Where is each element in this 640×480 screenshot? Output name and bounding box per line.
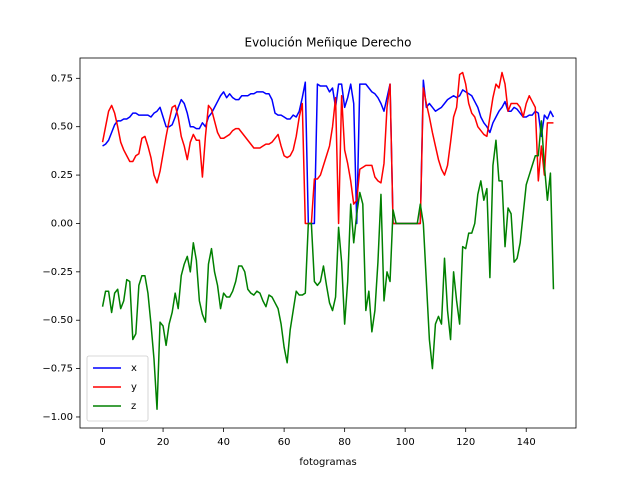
legend-label: y	[131, 382, 137, 393]
y-tick-label: 0.00	[51, 218, 73, 229]
series-line	[101, 71, 554, 225]
y-tick-label: 0.75	[51, 73, 73, 84]
x-tick-label: 140	[517, 437, 536, 448]
series-line	[102, 79, 555, 225]
y-tick-label: 0.25	[51, 170, 73, 181]
x-tick-label: 40	[217, 437, 230, 448]
plot-frame	[79, 57, 577, 429]
x-tick-label: 60	[278, 437, 291, 448]
x-tick-label: 0	[99, 437, 105, 448]
series-line	[101, 120, 555, 410]
y-tick-label: 0.50	[51, 122, 73, 133]
x-tick-label: 100	[396, 437, 415, 448]
y-tick-label: −1.00	[42, 412, 73, 423]
x-tick-label: 120	[456, 437, 475, 448]
x-tick-label: 80	[338, 437, 351, 448]
x-tick-label: 20	[157, 437, 170, 448]
x-axis-label: fotogramas	[299, 457, 356, 468]
legend-label: z	[131, 401, 136, 412]
y-tick-label: −0.25	[42, 267, 73, 278]
legend-box	[86, 355, 149, 422]
plot-area	[101, 71, 555, 410]
chart-title: Evolución Meñique Derecho	[245, 36, 412, 50]
legend-label: x	[131, 363, 137, 374]
y-tick-label: −0.50	[42, 315, 73, 326]
y-tick-label: −0.75	[42, 364, 73, 375]
